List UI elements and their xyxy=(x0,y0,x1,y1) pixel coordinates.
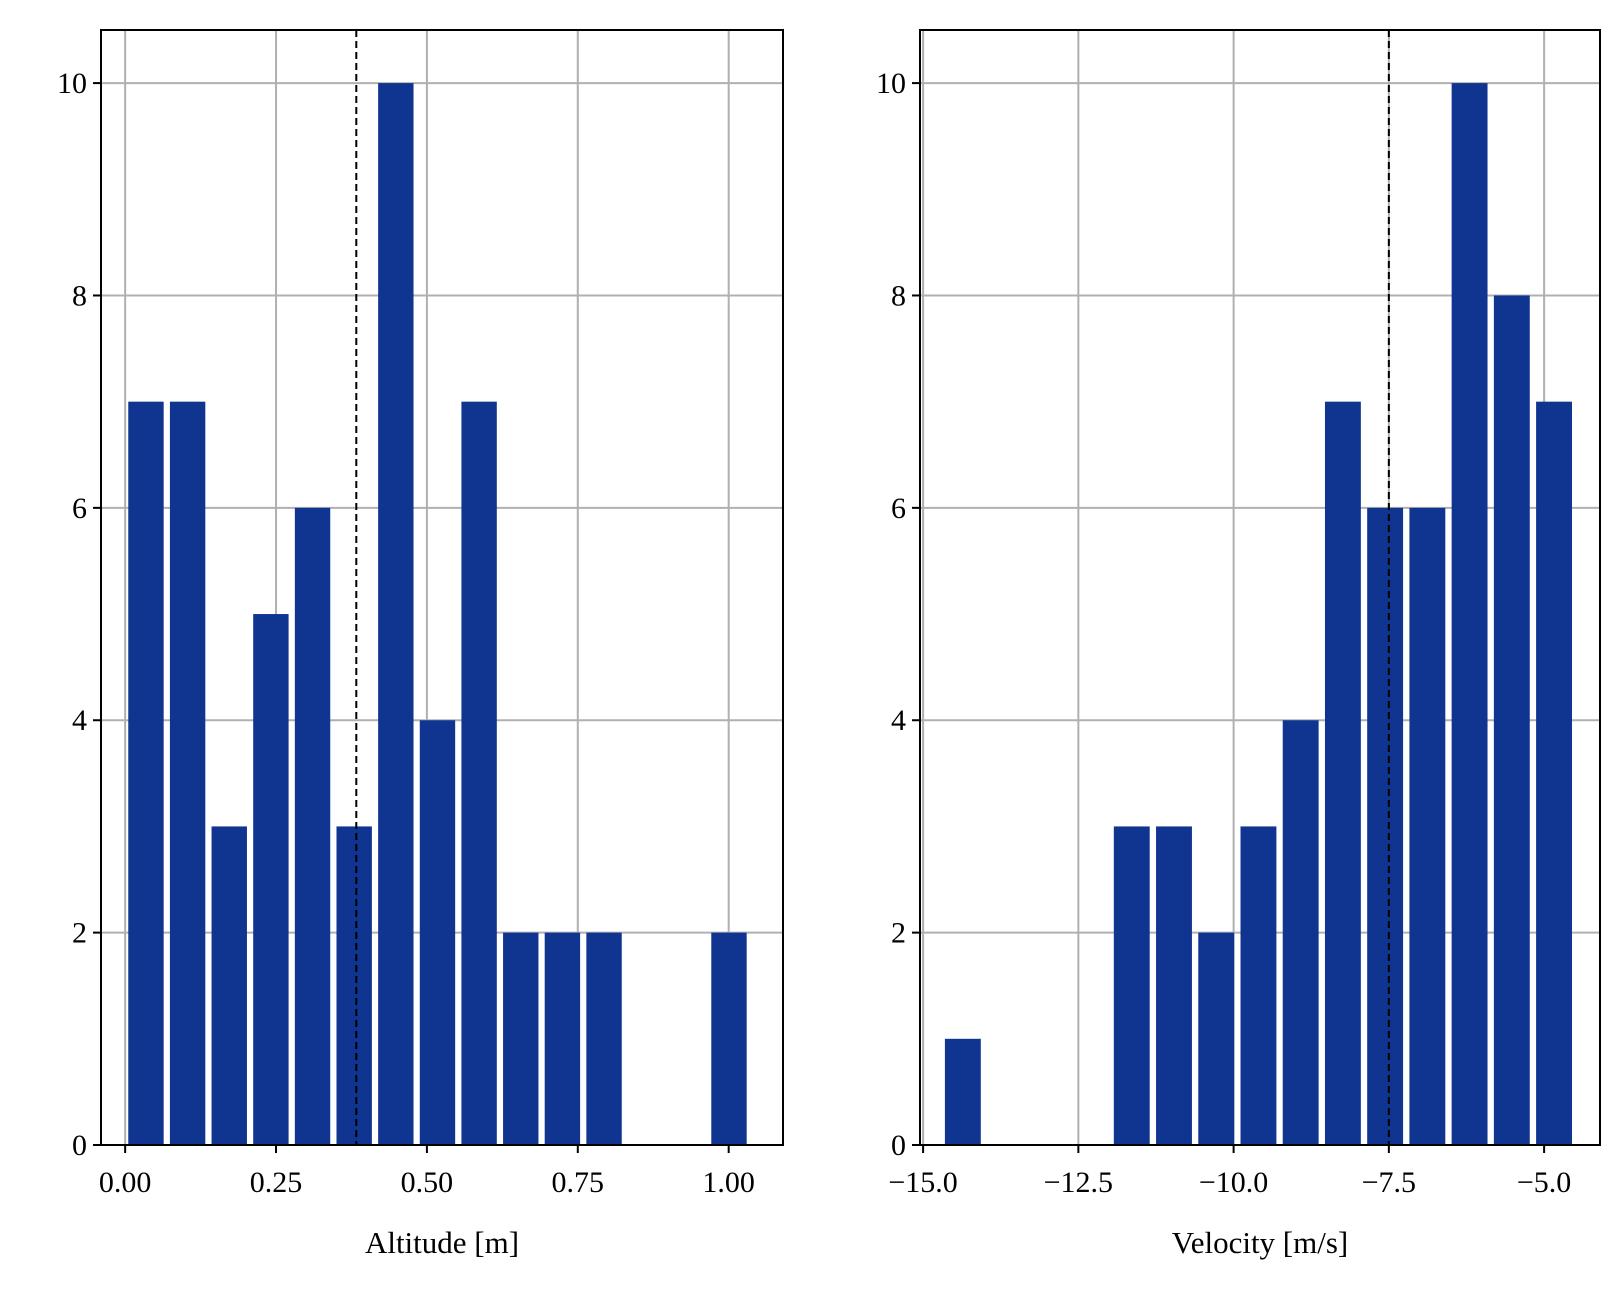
y-tick-label: 10 xyxy=(57,67,87,100)
x-tick-label: 0.50 xyxy=(401,1166,454,1199)
histogram-bar xyxy=(1451,83,1488,1146)
x-tick-label: 0.75 xyxy=(552,1166,605,1199)
y-tick-label: 10 xyxy=(876,67,906,100)
y-tick-label: 2 xyxy=(891,917,906,950)
histogram-bar xyxy=(419,720,456,1145)
histogram-bar xyxy=(461,401,497,1146)
histogram-bar xyxy=(503,932,539,1145)
x-tick-label: −12.5 xyxy=(1044,1166,1113,1199)
x-tick-label: −5.0 xyxy=(1517,1166,1571,1199)
y-tick-label: 4 xyxy=(891,704,906,737)
y-tick-label: 8 xyxy=(72,279,87,312)
x-tick-label: 1.00 xyxy=(702,1166,755,1199)
x-tick-label: −7.5 xyxy=(1362,1166,1416,1199)
histogram-bar xyxy=(169,401,206,1146)
histogram-bar xyxy=(253,614,289,1145)
histogram-bar xyxy=(711,932,747,1145)
histogram-bar xyxy=(944,1038,981,1145)
histogram-bar xyxy=(211,826,247,1145)
histogram-bar xyxy=(544,932,581,1145)
histogram-bar xyxy=(1536,401,1572,1146)
histogram-bar xyxy=(1493,295,1530,1145)
histogram-panel-1: 0.00 0.25 0.50 0.75 1.00 0 2 4 6 8 10 Altitude [m] xyxy=(57,29,784,1260)
axes-frame xyxy=(919,29,1601,1146)
histogram-bar xyxy=(1198,932,1235,1145)
histogram-bar xyxy=(1282,720,1319,1145)
histogram-bar xyxy=(128,401,164,1146)
histogram-bar xyxy=(378,83,414,1146)
y-tick-label: 8 xyxy=(891,279,906,312)
y-tick-label: 0 xyxy=(72,1129,87,1162)
x-axis-title: Velocity [m/s] xyxy=(1172,1225,1349,1260)
x-axis-title: Altitude [m] xyxy=(365,1225,519,1260)
y-tick-label: 0 xyxy=(891,1129,906,1162)
x-tick-label: 0.25 xyxy=(250,1166,303,1199)
histogram-bar xyxy=(1409,507,1446,1145)
histogram-bar xyxy=(1367,507,1404,1145)
histogram-bar xyxy=(1240,826,1277,1145)
y-tick-label: 6 xyxy=(891,492,906,525)
histogram-panel-2: −15.0 −12.5 −10.0 −7.5 −5.0 0 2 4 6 8 10 Velocity [… xyxy=(876,29,1601,1260)
histogram-bar xyxy=(294,507,331,1145)
x-tick-label: −15.0 xyxy=(888,1166,957,1199)
axes-frame xyxy=(100,29,784,1146)
histogram-bar xyxy=(1156,826,1192,1145)
histogram-bar xyxy=(1324,401,1361,1146)
histogram-bar xyxy=(1113,826,1150,1145)
x-tick-label: 0.00 xyxy=(99,1166,152,1199)
y-tick-label: 6 xyxy=(72,492,87,525)
histogram-bar xyxy=(336,826,372,1145)
histogram-bar xyxy=(586,932,622,1145)
y-tick-label: 4 xyxy=(72,704,87,737)
x-tick-label: −10.0 xyxy=(1199,1166,1268,1199)
y-tick-label: 2 xyxy=(72,917,87,950)
